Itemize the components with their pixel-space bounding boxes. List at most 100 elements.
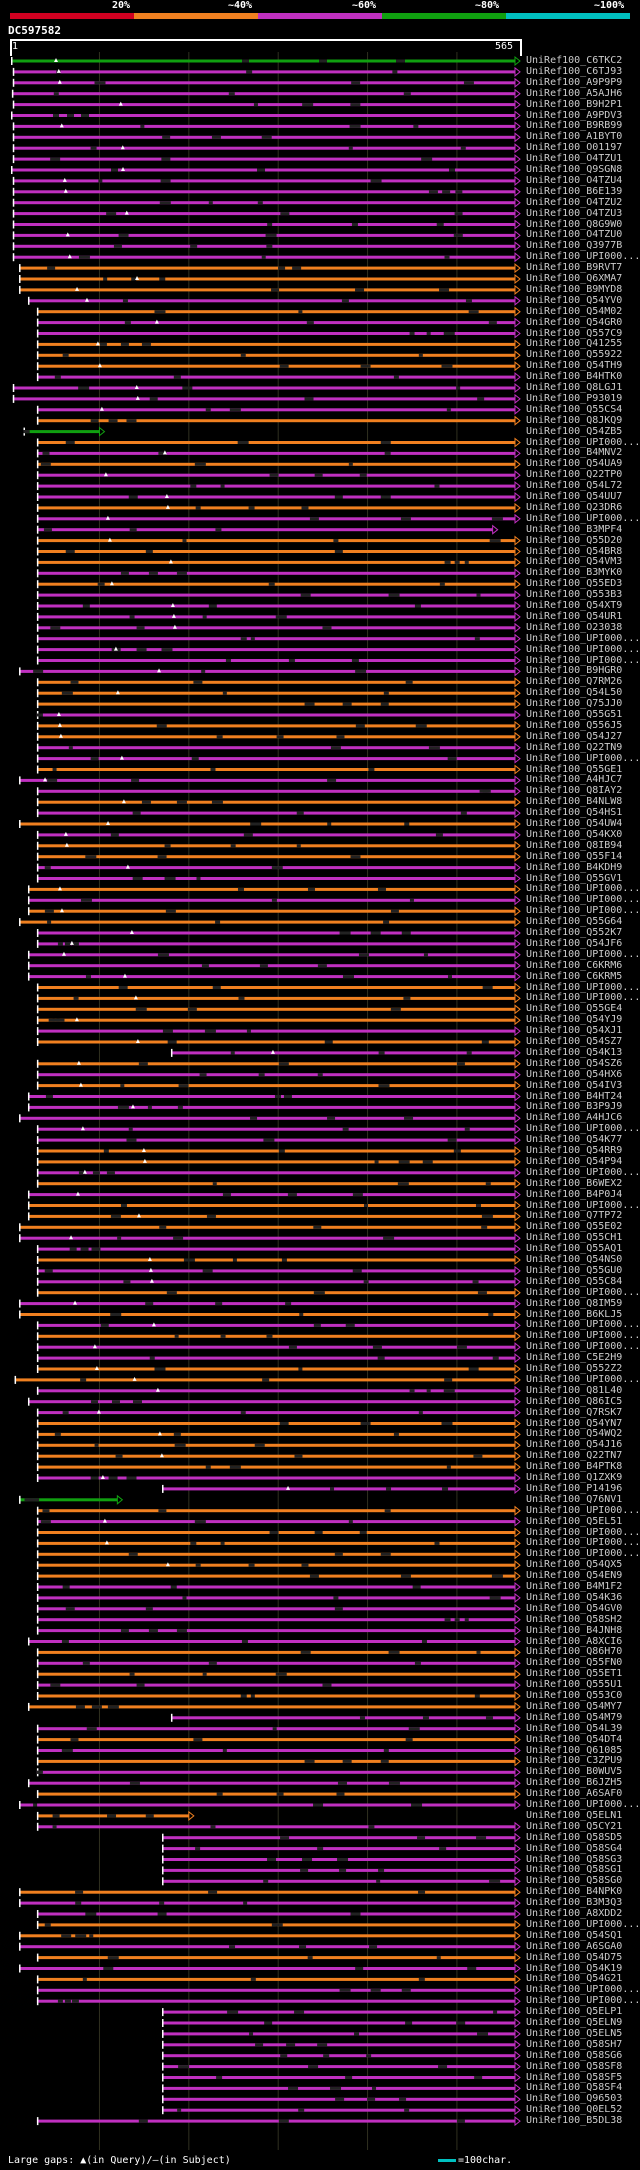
hit-label[interactable]: UniRef100_B3MPF4 xyxy=(526,523,623,535)
hit-bar[interactable] xyxy=(19,1113,521,1124)
hit-label[interactable]: UniRef100_Q8LGJ1 xyxy=(526,382,623,393)
hit-label[interactable]: UniRef100_Q5ELN5 xyxy=(526,2027,623,2039)
hit-bar[interactable] xyxy=(36,1614,521,1625)
hit-bar[interactable] xyxy=(36,1331,521,1342)
hit-label[interactable]: UniRef100_B6KLJ5 xyxy=(526,1308,623,1320)
hit-bar[interactable] xyxy=(162,2017,521,2029)
hit-bar[interactable] xyxy=(36,415,521,426)
hit-label[interactable]: UniRef100_Q5EL51 xyxy=(526,1515,623,1527)
hit-label[interactable]: UniRef100_Q75JJ0 xyxy=(526,698,623,710)
hit-label[interactable]: UniRef100_Q55GU0 xyxy=(526,1264,623,1276)
hit-bar[interactable] xyxy=(14,1374,521,1385)
hit-label[interactable]: UniRef100_Q9SGN8 xyxy=(526,164,623,175)
hit-label[interactable]: UniRef100_Q55ET1 xyxy=(526,1668,623,1680)
hit-bar[interactable] xyxy=(36,1069,521,1080)
hit-bar[interactable] xyxy=(36,764,521,775)
hit-label[interactable]: UniRef100_Q54K36 xyxy=(526,1591,623,1603)
hit-label[interactable]: UniRef100_Q54JF6 xyxy=(526,937,623,949)
hit-bar[interactable] xyxy=(36,557,521,568)
hit-bar[interactable] xyxy=(36,2116,521,2127)
hit-label[interactable]: UniRef100_Q86IC5 xyxy=(526,1395,623,1407)
hit-label[interactable]: UniRef100_UPI000... xyxy=(526,1504,640,1516)
hit-bar[interactable] xyxy=(19,1222,521,1233)
hit-label[interactable]: UniRef100_UPI000... xyxy=(526,1319,640,1331)
hit-bar[interactable] xyxy=(27,1189,521,1200)
hit-label[interactable]: UniRef100_UPI000... xyxy=(526,632,640,644)
hit-bar[interactable] xyxy=(19,1233,521,1244)
hit-bar[interactable] xyxy=(36,1451,521,1462)
hit-bar[interactable] xyxy=(36,655,521,666)
hit-bar[interactable] xyxy=(19,1298,521,1309)
hit-label[interactable]: UniRef100_A8XCI6 xyxy=(526,1635,623,1647)
hit-bar[interactable] xyxy=(36,1625,521,1636)
hit-label[interactable]: UniRef100_Q8G9W0 xyxy=(526,218,623,230)
hit-bar[interactable] xyxy=(36,1320,521,1331)
hit-bar[interactable] xyxy=(36,1124,521,1135)
hit-label[interactable]: UniRef100_Q55G51 xyxy=(526,709,623,720)
hit-label[interactable]: UniRef100_Q556J5 xyxy=(526,719,623,731)
hit-label[interactable]: UniRef100_Q58SH7 xyxy=(526,2038,623,2050)
hit-bar[interactable] xyxy=(36,437,521,448)
hit-label[interactable]: UniRef100_UPI000... xyxy=(526,1123,640,1135)
hit-bar[interactable] xyxy=(12,175,521,186)
hit-bar[interactable] xyxy=(12,121,521,132)
hit-label[interactable]: UniRef100_B3MYK0 xyxy=(526,567,623,579)
hit-label[interactable]: UniRef100_Q552Z2 xyxy=(526,1363,623,1374)
hit-label[interactable]: UniRef100_Q81L40 xyxy=(526,1384,623,1396)
hit-label[interactable]: UniRef100_UPI000... xyxy=(526,948,640,960)
hit-label[interactable]: UniRef100_Q55GE1 xyxy=(526,763,623,775)
hit-label[interactable]: UniRef100_Q55CH1 xyxy=(526,1232,623,1244)
hit-bar[interactable] xyxy=(36,1276,521,1287)
hit-label[interactable]: UniRef100_B4NLW8 xyxy=(526,796,623,808)
hit-bar[interactable] xyxy=(162,1843,521,1854)
hit-bar[interactable] xyxy=(36,1418,521,1429)
hit-label[interactable]: UniRef100_O4TZU0 xyxy=(526,229,623,241)
hit-label[interactable]: UniRef100_Q54DT4 xyxy=(526,1733,623,1745)
hit-label[interactable]: UniRef100_B3M3Q3 xyxy=(526,1897,623,1909)
hit-bar[interactable] xyxy=(36,1342,521,1353)
hit-label[interactable]: UniRef100_A6SAF0 xyxy=(526,1788,623,1800)
hit-bar[interactable] xyxy=(36,1178,521,1189)
hit-label[interactable]: UniRef100_Q5ELN9 xyxy=(526,2017,623,2028)
hit-bar[interactable] xyxy=(12,77,521,88)
hit-label[interactable]: UniRef100_B4JNH8 xyxy=(526,1624,623,1636)
hit-label[interactable]: UniRef100_Q55CS4 xyxy=(526,403,623,415)
hit-bar[interactable] xyxy=(36,1592,521,1603)
hit-label[interactable]: UniRef100_Q58SG4 xyxy=(526,1842,623,1854)
hit-bar[interactable] xyxy=(36,524,499,535)
hit-bar[interactable] xyxy=(23,426,106,437)
hit-label[interactable]: UniRef100_Q76NV1 xyxy=(526,1493,623,1505)
hit-bar[interactable] xyxy=(19,666,521,677)
hit-label[interactable]: UniRef100_B0WUV5 xyxy=(526,1766,623,1778)
hit-label[interactable]: UniRef100_O4TZU4 xyxy=(526,174,623,186)
hit-label[interactable]: UniRef100_Q54D75 xyxy=(526,1951,623,1963)
hit-bar[interactable] xyxy=(11,55,521,67)
hit-label[interactable]: UniRef100_Q55G64 xyxy=(526,916,623,928)
hit-label[interactable]: UniRef100_UPI000... xyxy=(526,1373,640,1385)
hit-bar[interactable] xyxy=(36,688,521,699)
hit-bar[interactable] xyxy=(36,317,521,328)
hit-bar[interactable] xyxy=(36,1680,521,1691)
hit-label[interactable]: UniRef100_B4PTK8 xyxy=(526,1461,623,1473)
hit-label[interactable]: UniRef100_A4HJC6 xyxy=(526,1112,623,1124)
hit-bar[interactable] xyxy=(36,808,521,819)
hit-label[interactable]: UniRef100_Q557C9 xyxy=(526,327,623,339)
hit-label[interactable]: UniRef100_Q55ED3 xyxy=(526,578,623,590)
hit-label[interactable]: UniRef100_Q7RM26 xyxy=(526,676,623,688)
hit-bar[interactable] xyxy=(19,1309,521,1320)
hit-bar[interactable] xyxy=(36,742,521,753)
hit-label[interactable]: UniRef100_A6SGA0 xyxy=(526,1940,623,1952)
hit-bar[interactable] xyxy=(162,1854,521,1865)
hit-bar[interactable] xyxy=(12,219,521,230)
hit-bar[interactable] xyxy=(36,753,521,764)
hit-bar[interactable] xyxy=(36,611,521,622)
hit-label[interactable]: UniRef100_Q55GV1 xyxy=(526,872,623,884)
hit-label[interactable]: UniRef100_UPI000... xyxy=(526,1199,640,1211)
hit-label[interactable]: UniRef100_Q8IM59 xyxy=(526,1297,623,1309)
hit-bar[interactable] xyxy=(36,1647,521,1658)
hit-label[interactable]: UniRef100_Q54RR9 xyxy=(526,1145,623,1156)
hit-bar[interactable] xyxy=(162,1865,521,1876)
hit-label[interactable]: UniRef100_P93019 xyxy=(526,392,623,404)
hit-label[interactable]: UniRef100_Q58SG1 xyxy=(526,1864,623,1876)
hit-bar[interactable] xyxy=(36,459,521,470)
